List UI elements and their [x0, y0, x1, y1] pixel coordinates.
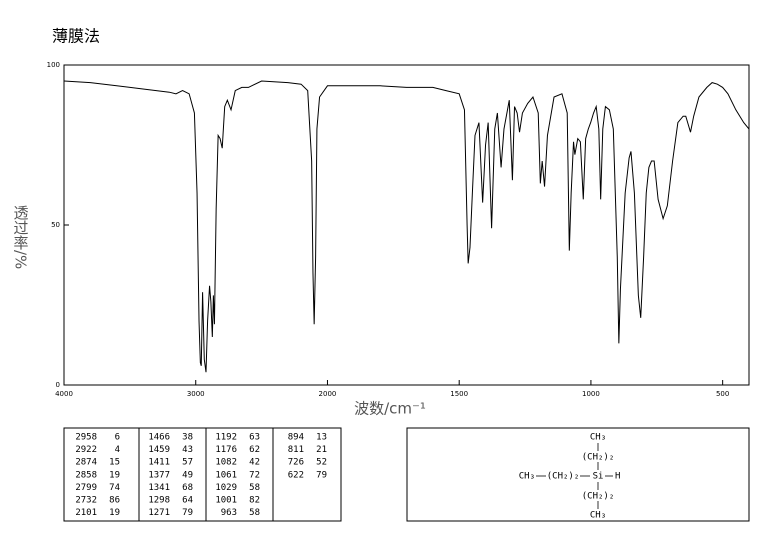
y-tick-label: 100	[47, 61, 60, 69]
peak-wavenumber: 1082	[215, 458, 237, 468]
y-tick-label: 0	[56, 381, 60, 389]
peak-wavenumber: 963	[221, 508, 237, 518]
x-tick-label: 3000	[187, 390, 205, 398]
peak-transmittance: 6	[115, 433, 120, 443]
peak-wavenumber: 1466	[148, 433, 170, 443]
x-axis-label: 波数/cm⁻¹	[354, 400, 426, 418]
peak-transmittance: 79	[316, 470, 327, 480]
structure: CH₃ (CH₂)₂ CH₃ (CH₂)₂ Si H (CH₂)₂ CH₃	[519, 433, 621, 521]
plot-frame	[63, 64, 750, 386]
peak-transmittance: 4	[115, 445, 120, 455]
peak-transmittance: 15	[109, 458, 120, 468]
peak-transmittance: 19	[109, 470, 120, 480]
peak-transmittance: 86	[109, 496, 120, 506]
peak-wavenumber: 894	[288, 433, 304, 443]
peak-transmittance: 79	[182, 508, 193, 518]
y-tick-label: 50	[51, 221, 60, 229]
x-tick-label: 500	[716, 390, 729, 398]
x-tick-label: 1000	[582, 390, 600, 398]
peak-transmittance: 62	[249, 445, 260, 455]
peak-wavenumber: 1029	[215, 483, 237, 493]
structure-text: CH₃	[519, 472, 535, 482]
peak-transmittance: 13	[316, 433, 327, 443]
chart-title: 薄膜法	[52, 27, 100, 46]
peak-wavenumber: 1001	[215, 496, 237, 506]
peak-transmittance: 57	[182, 458, 193, 468]
peak-wavenumber: 2799	[75, 483, 97, 493]
x-tick-label: 1500	[450, 390, 468, 398]
structure-text: Si	[593, 472, 604, 482]
peak-transmittance: 58	[249, 483, 260, 493]
structure-text: (CH₂)₂	[582, 492, 615, 502]
structure-frame	[406, 427, 750, 522]
peak-table-frame	[63, 427, 342, 522]
peak-wavenumber: 1271	[148, 508, 170, 518]
peak-transmittance: 74	[109, 483, 120, 493]
peak-wavenumber: 2858	[75, 470, 97, 480]
peak-transmittance: 52	[316, 458, 327, 468]
peak-transmittance: 58	[249, 508, 260, 518]
peak-wavenumber: 1298	[148, 496, 170, 506]
peak-wavenumber: 1459	[148, 445, 170, 455]
structure-text: (CH₂)₂	[547, 472, 580, 482]
peak-transmittance: 72	[249, 470, 260, 480]
peak-wavenumber: 1377	[148, 470, 170, 480]
peak-wavenumber: 2958	[75, 433, 97, 443]
peak-wavenumber: 1061	[215, 470, 237, 480]
structure-text: (CH₂)₂	[582, 453, 615, 463]
peak-wavenumber: 622	[288, 470, 304, 480]
peak-transmittance: 63	[249, 433, 260, 443]
peak-wavenumber: 2101	[75, 508, 97, 518]
peak-transmittance: 68	[182, 483, 193, 493]
spectrum-line	[63, 80, 750, 373]
peak-transmittance: 42	[249, 458, 260, 468]
peak-wavenumber: 2874	[75, 458, 97, 468]
peak-wavenumber: 2922	[75, 445, 97, 455]
x-tick-label: 2000	[319, 390, 337, 398]
peak-transmittance: 21	[316, 445, 327, 455]
peak-wavenumber: 811	[288, 445, 304, 455]
peak-transmittance: 82	[249, 496, 260, 506]
peak-transmittance: 64	[182, 496, 193, 506]
peak-wavenumber: 726	[288, 458, 304, 468]
peak-transmittance: 49	[182, 470, 193, 480]
peak-transmittance: 43	[182, 445, 193, 455]
peak-wavenumber: 1341	[148, 483, 170, 493]
peak-wavenumber: 2732	[75, 496, 97, 506]
structure-text: H	[615, 472, 620, 482]
structure-text: CH₃	[590, 433, 606, 443]
peak-transmittance: 19	[109, 508, 120, 518]
peak-wavenumber: 1192	[215, 433, 237, 443]
peak-transmittance: 38	[182, 433, 193, 443]
peak-wavenumber: 1176	[215, 445, 237, 455]
y-axis-label: 透过率/%	[12, 205, 30, 269]
structure-text: CH₃	[590, 511, 606, 521]
peak-wavenumber: 1411	[148, 458, 170, 468]
x-tick-label: 4000	[55, 390, 73, 398]
bonds	[536, 443, 613, 509]
